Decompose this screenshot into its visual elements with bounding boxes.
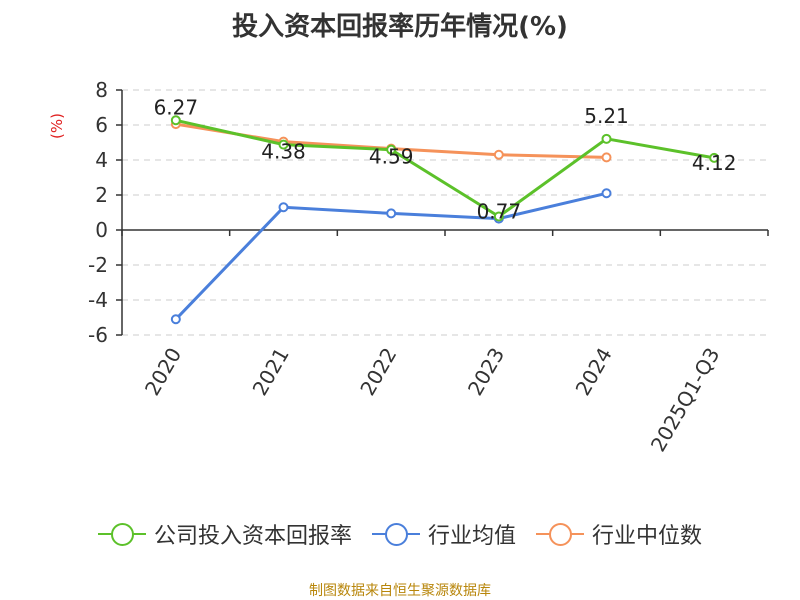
legend-item-industry-median[interactable]: 行业中位数 — [536, 518, 702, 550]
data-label: 0.77 — [477, 200, 522, 224]
legend-item-company[interactable]: 公司投入资本回报率 — [97, 518, 352, 550]
x-tick-label: 2024 — [571, 344, 617, 400]
x-tick-label: 2020 — [140, 344, 186, 400]
data-source-note: 制图数据来自恒生聚源数据库 — [309, 583, 491, 599]
legend-marker-industry-median — [536, 523, 584, 546]
chart-legend: 公司投入资本回报率 行业均值 行业中位数 — [0, 518, 800, 550]
data-point — [493, 211, 504, 222]
data-point — [709, 152, 720, 163]
x-tick-label: 2021 — [248, 344, 294, 400]
series-line — [175, 118, 715, 219]
data-label: 4.38 — [261, 140, 306, 164]
legend-label-industry-mean: 行业均值 — [427, 524, 516, 549]
y-tick-label: 0 — [95, 218, 108, 242]
legend-label-company: 公司投入资本回报率 — [153, 524, 352, 549]
x-tick-label: 2023 — [463, 344, 509, 400]
data-point — [601, 133, 612, 144]
data-point — [170, 115, 181, 126]
data-point — [170, 314, 181, 325]
data-label: 4.59 — [369, 145, 414, 169]
y-tick-label: 8 — [95, 78, 108, 102]
x-tick-label: 2025Q1-Q3 — [646, 344, 725, 456]
y-tick-label: -2 — [88, 253, 108, 277]
data-label: 6.27 — [154, 95, 199, 119]
legend-item-industry-mean[interactable]: 行业均值 — [371, 518, 516, 550]
data-point — [601, 152, 612, 163]
chart-title: 投入资本回报率历年情况(%) — [232, 12, 568, 42]
legend-label-industry-median: 行业中位数 — [592, 524, 703, 549]
y-tick-label: 6 — [95, 113, 108, 137]
data-point — [601, 188, 612, 199]
y-tick-label: 4 — [95, 148, 108, 172]
data-label: 4.12 — [692, 151, 737, 175]
y-tick-label: -6 — [88, 323, 108, 347]
data-point — [278, 202, 289, 213]
data-point — [493, 149, 504, 160]
y-tick-label: 2 — [95, 183, 108, 207]
data-point — [386, 208, 397, 219]
x-tick-label: 2022 — [355, 344, 401, 400]
y-axis-unit-label: (%) — [48, 113, 66, 139]
y-tick-label: -4 — [88, 288, 108, 312]
data-point — [386, 144, 397, 155]
data-label: 5.21 — [584, 104, 629, 128]
legend-marker-industry-mean — [371, 523, 420, 546]
data-point — [278, 139, 289, 150]
legend-marker-company — [97, 523, 146, 546]
